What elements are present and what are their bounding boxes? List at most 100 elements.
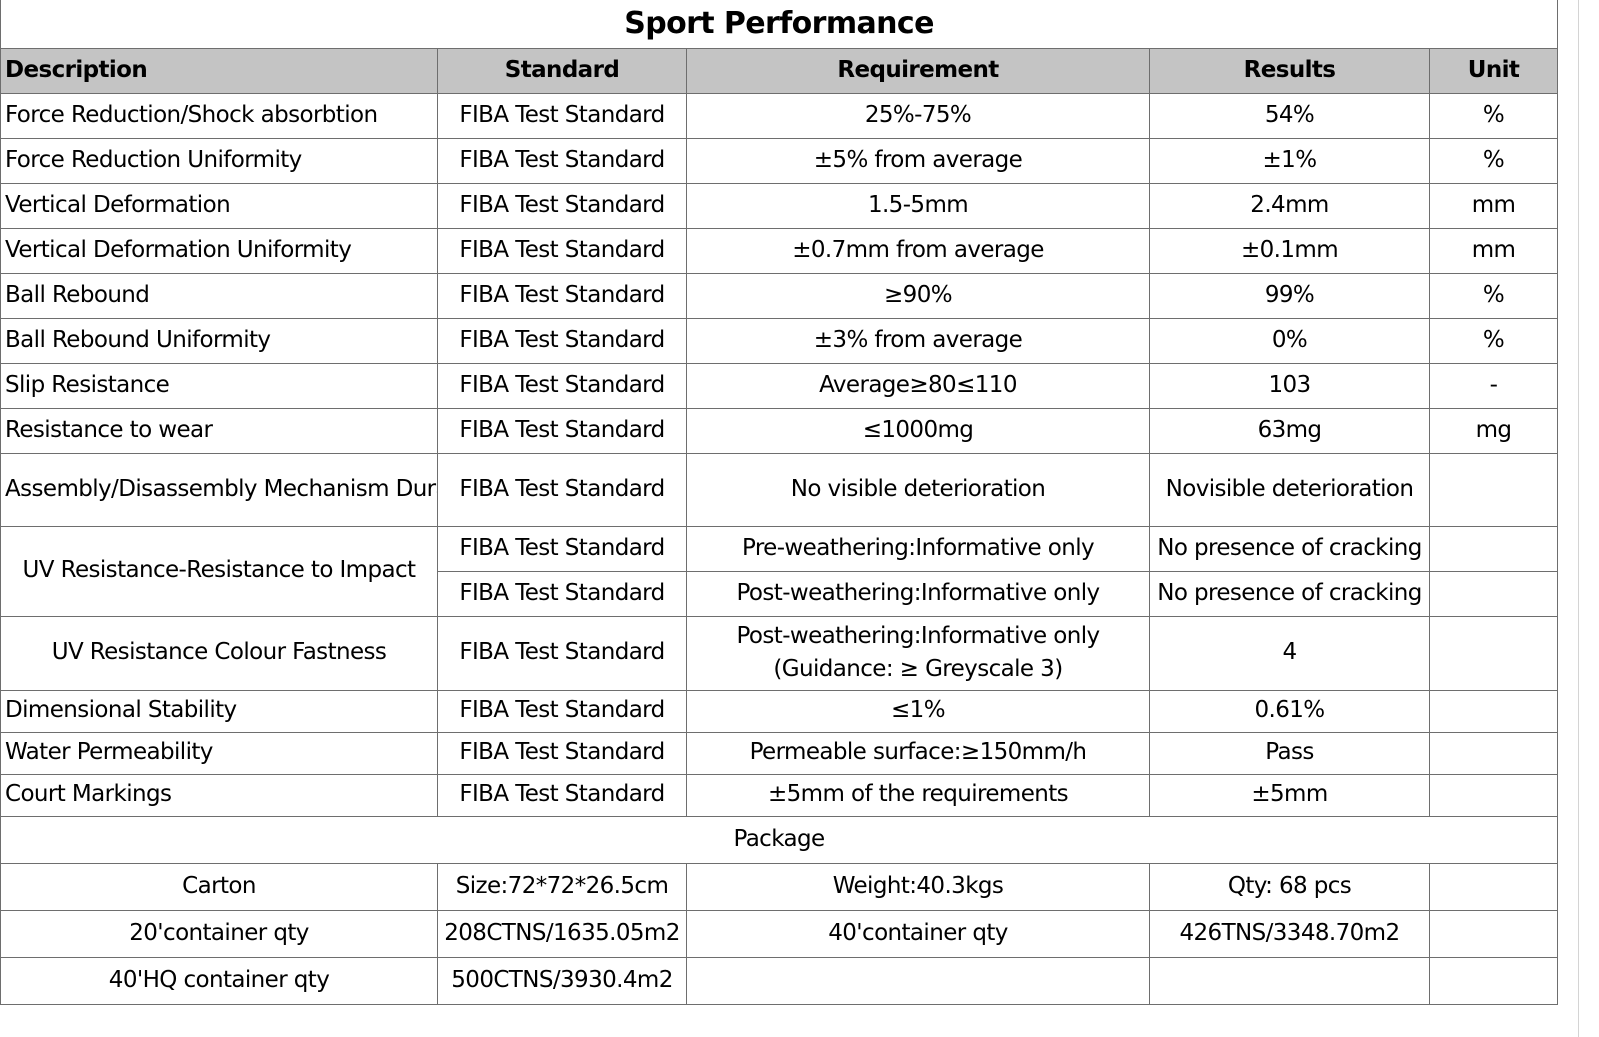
standard-cell: FIBA Test Standard xyxy=(437,137,687,184)
standard-cell: FIBA Test Standard xyxy=(437,272,687,319)
unit-cell: mm xyxy=(1428,227,1559,274)
results-cell: Pass xyxy=(1149,731,1430,775)
unit-cell xyxy=(1428,773,1559,817)
requirement-cell: Post-weathering:Informative only (Guidan… xyxy=(686,615,1150,691)
description-cell: Resistance to wear xyxy=(0,407,438,454)
standard-cell: FIBA Test Standard xyxy=(437,689,687,733)
requirement-cell: ±5% from average xyxy=(686,137,1150,184)
table-row: Slip Resistance FIBA Test Standard Avera… xyxy=(0,362,1559,409)
requirement-cell: ±0.7mm from average xyxy=(686,227,1150,274)
unit-cell xyxy=(1428,689,1559,733)
standard-cell: FIBA Test Standard xyxy=(437,452,687,527)
results-cell: ±1% xyxy=(1149,137,1430,184)
requirement-cell: 25%-75% xyxy=(686,92,1150,139)
results-cell: 103 xyxy=(1149,362,1430,409)
standard-cell: FIBA Test Standard xyxy=(437,731,687,775)
standard-cell: FIBA Test Standard xyxy=(437,92,687,139)
description-cell: Ball Rebound Uniformity xyxy=(0,317,438,364)
results-cell: 0% xyxy=(1149,317,1430,364)
standard-cell: FIBA Test Standard xyxy=(437,182,687,229)
unit-cell xyxy=(1428,731,1559,775)
table-row: Court Markings FIBA Test Standard ±5mm o… xyxy=(0,773,1559,817)
unit-cell: mg xyxy=(1428,407,1559,454)
package-cell: 40'container qty xyxy=(686,909,1150,958)
table-row: Water Permeability FIBA Test Standard Pe… xyxy=(0,731,1559,775)
header-requirement: Requirement xyxy=(686,47,1150,94)
package-cell: Qty: 68 pcs xyxy=(1149,862,1430,911)
unit-cell xyxy=(1428,570,1559,617)
results-cell: ±5mm xyxy=(1149,773,1430,817)
sheet-title: Sport Performance xyxy=(0,0,1559,49)
unit-cell: % xyxy=(1428,137,1559,184)
standard-cell: FIBA Test Standard xyxy=(437,773,687,817)
package-cell: 20'container qty xyxy=(0,909,438,958)
description-cell: Slip Resistance xyxy=(0,362,438,409)
unit-cell xyxy=(1428,615,1559,691)
requirement-cell: 1.5-5mm xyxy=(686,182,1150,229)
standard-cell: FIBA Test Standard xyxy=(437,227,687,274)
requirement-cell: Permeable surface:≥150mm/h xyxy=(686,731,1150,775)
table-row: Assembly/Disassembly Mechanism Durabilit… xyxy=(0,452,1559,527)
results-cell: 4 xyxy=(1149,615,1430,691)
description-cell: Force Reduction Uniformity xyxy=(0,137,438,184)
package-cell: 426TNS/3348.70m2 xyxy=(1149,909,1430,958)
package-title: Package xyxy=(0,815,1559,864)
unit-cell: - xyxy=(1428,362,1559,409)
package-row: Carton Size:72*72*26.5cm Weight:40.3kgs … xyxy=(0,862,1559,911)
header-results: Results xyxy=(1149,47,1430,94)
unit-cell: % xyxy=(1428,92,1559,139)
results-cell: 0.61% xyxy=(1149,689,1430,733)
requirement-cell: ±5mm of the requirements xyxy=(686,773,1150,817)
table-row: Dimensional Stability FIBA Test Standard… xyxy=(0,689,1559,733)
standard-cell: FIBA Test Standard xyxy=(437,317,687,364)
requirement-line-1: Post-weathering:Informative only xyxy=(736,622,1100,649)
description-cell: Vertical Deformation Uniformity xyxy=(0,227,438,274)
package-cell: Weight:40.3kgs xyxy=(686,862,1150,911)
description-cell: Court Markings xyxy=(0,773,438,817)
requirement-cell: ≥90% xyxy=(686,272,1150,319)
sheet-gridline xyxy=(1578,0,1579,1037)
unit-cell xyxy=(1428,452,1559,527)
header-standard: Standard xyxy=(437,47,687,94)
results-cell: No presence of cracking xyxy=(1149,525,1430,572)
table-row: Force Reduction/Shock absorbtion FIBA Te… xyxy=(0,92,1559,139)
standard-cell: FIBA Test Standard xyxy=(437,570,687,617)
description-cell: Force Reduction/Shock absorbtion xyxy=(0,92,438,139)
description-cell: Assembly/Disassembly Mechanism Durabilit… xyxy=(0,452,438,527)
package-cell: Size:72*72*26.5cm xyxy=(437,862,687,911)
header-description: Description xyxy=(0,47,438,94)
package-cell xyxy=(1428,862,1559,911)
package-cell xyxy=(686,956,1150,1005)
spec-sheet: Sport Performance Description Standard R… xyxy=(0,0,1559,1005)
description-cell: Vertical Deformation xyxy=(0,182,438,229)
requirement-cell: Post-weathering:Informative only xyxy=(686,570,1150,617)
description-cell: Dimensional Stability xyxy=(0,689,438,733)
results-cell: No presence of cracking xyxy=(1149,570,1430,617)
table-row: Vertical Deformation Uniformity FIBA Tes… xyxy=(0,227,1559,274)
package-cell xyxy=(1428,956,1559,1005)
header-unit: Unit xyxy=(1428,47,1559,94)
package-cell xyxy=(1428,909,1559,958)
package-row: 40'HQ container qty 500CTNS/3930.4m2 xyxy=(0,956,1559,1005)
results-cell: 63mg xyxy=(1149,407,1430,454)
unit-cell: % xyxy=(1428,317,1559,364)
results-cell: ±0.1mm xyxy=(1149,227,1430,274)
package-cell: Carton xyxy=(0,862,438,911)
requirement-cell: No visible deterioration xyxy=(686,452,1150,527)
requirement-cell: ≤1% xyxy=(686,689,1150,733)
table-row: Ball Rebound FIBA Test Standard ≥90% 99%… xyxy=(0,272,1559,319)
package-row: 20'container qty 208CTNS/1635.05m2 40'co… xyxy=(0,909,1559,958)
table-row: Ball Rebound Uniformity FIBA Test Standa… xyxy=(0,317,1559,364)
table-row: Vertical Deformation FIBA Test Standard … xyxy=(0,182,1559,229)
standard-cell: FIBA Test Standard xyxy=(437,525,687,572)
table-row: UV Resistance Colour Fastness FIBA Test … xyxy=(0,615,1559,691)
results-cell: 2.4mm xyxy=(1149,182,1430,229)
package-cell xyxy=(1149,956,1430,1005)
table-row: Resistance to wear FIBA Test Standard ≤1… xyxy=(0,407,1559,454)
requirement-line-2: (Guidance: ≥ Greyscale 3) xyxy=(773,656,1063,682)
table-row: UV Resistance-Resistance to Impact FIBA … xyxy=(0,525,1559,617)
standard-cell: FIBA Test Standard xyxy=(437,615,687,691)
requirement-cell: Average≥80≤110 xyxy=(686,362,1150,409)
requirement-cell: ≤1000mg xyxy=(686,407,1150,454)
unit-cell xyxy=(1428,525,1559,572)
